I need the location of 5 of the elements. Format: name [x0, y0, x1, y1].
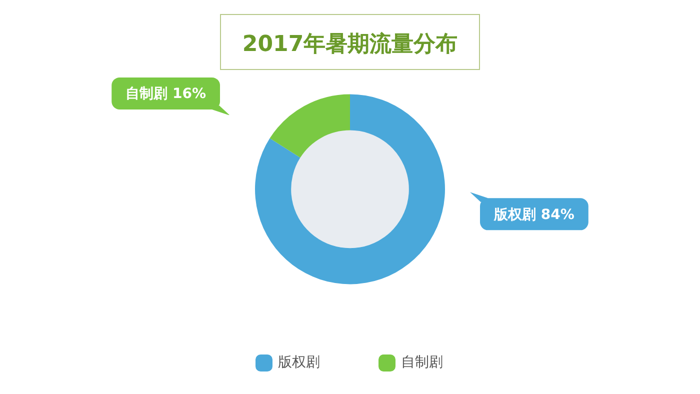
category-label: 自制剧 16%	[126, 86, 206, 102]
chart-title: 2017年暑期流量分布	[242, 30, 458, 57]
legend-label: 版权剧	[278, 354, 320, 371]
legend-label: 自制剧	[401, 354, 443, 371]
category-label: 版权剧 84%	[494, 206, 574, 223]
